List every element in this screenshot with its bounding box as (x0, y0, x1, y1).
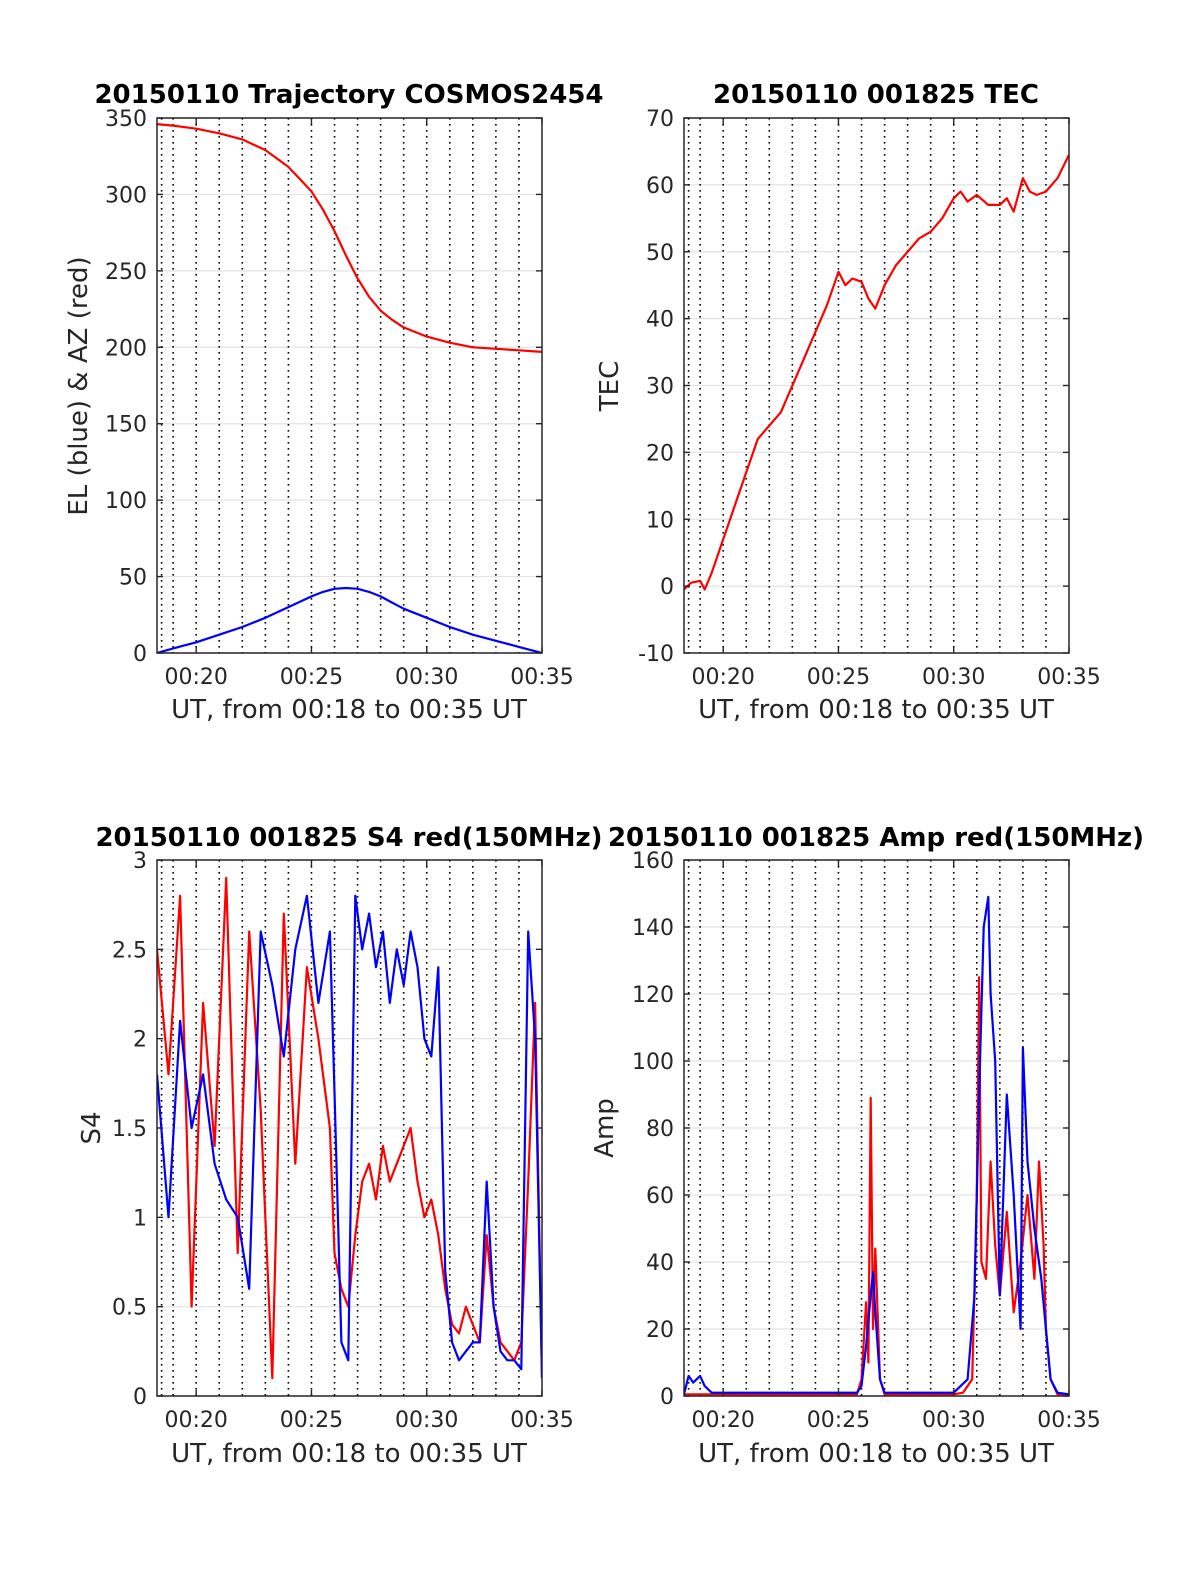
x-axis-label: UT, from 00:18 to 00:35 UT (171, 695, 527, 725)
y-tick-label: -10 (638, 642, 674, 667)
y-tick-label: 140 (632, 916, 674, 941)
x-tick-label: 00:20 (691, 1408, 754, 1433)
y-tick-label: 1 (133, 1206, 147, 1231)
series-line-tec (684, 154, 1069, 591)
x-tick-label: 00:20 (691, 665, 754, 690)
y-tick-label: 0 (133, 1385, 147, 1410)
y-tick-label: 0 (660, 575, 674, 600)
y-tick-label: 60 (646, 1184, 674, 1209)
x-tick-label: 00:30 (922, 1408, 985, 1433)
y-tick-label: 2.5 (112, 938, 147, 963)
y-tick-label: 80 (646, 1117, 674, 1142)
y-tick-label: 350 (105, 107, 147, 132)
y-tick-label: 0 (660, 1385, 674, 1410)
y-tick-label: 50 (119, 566, 147, 591)
x-tick-label: 00:35 (1037, 1408, 1100, 1433)
y-tick-label: 200 (105, 336, 147, 361)
y-tick-label: 300 (105, 183, 147, 208)
series-line-s4_red (157, 876, 542, 1380)
y-tick-label: 30 (646, 375, 674, 400)
x-tick-label: 00:30 (922, 665, 985, 690)
x-axis-label: UT, from 00:18 to 00:35 UT (171, 1439, 527, 1469)
x-tick-label: 00:35 (1037, 665, 1100, 690)
y-tick-label: 3 (133, 849, 147, 874)
x-tick-label: 00:20 (164, 665, 227, 690)
y-tick-label: 1.5 (112, 1117, 147, 1142)
y-tick-label: 160 (632, 849, 674, 874)
y-tick-label: 60 (646, 174, 674, 199)
y-tick-label: 120 (632, 983, 674, 1008)
y-tick-label: 250 (105, 260, 147, 285)
tec-chart: 20150110 001825 TEC UT, from 00:18 to 00… (595, 80, 1101, 725)
y-axis-label: EL (blue) & AZ (red) (64, 256, 94, 515)
y-tick-label: 100 (105, 489, 147, 514)
y-tick-label: 0.5 (112, 1296, 147, 1321)
y-tick-label: 50 (646, 241, 674, 266)
axes-box (156, 117, 543, 654)
y-tick-label: 100 (632, 1050, 674, 1075)
y-tick-label: 2 (133, 1028, 147, 1053)
trajectory-chart: 20150110 Trajectory COSMOS2454 UT, from … (64, 80, 604, 725)
y-tick-label: 40 (646, 308, 674, 333)
y-tick-label: 20 (646, 441, 674, 466)
series-line-amp_red (684, 976, 1069, 1396)
x-tick-label: 00:30 (395, 1408, 458, 1433)
chart-title: 20150110 001825 TEC (713, 80, 1039, 110)
plot-area (157, 118, 542, 653)
chart-title: 20150110 Trajectory COSMOS2454 (94, 80, 603, 110)
series-line-az (157, 123, 542, 353)
y-tick-label: 150 (105, 413, 147, 438)
y-axis-label: TEC (595, 361, 625, 412)
x-tick-label: 00:20 (164, 1408, 227, 1433)
series-line-s4_blue (157, 894, 542, 1379)
x-tick-label: 00:35 (510, 665, 573, 690)
x-tick-label: 00:25 (280, 665, 343, 690)
x-tick-label: 00:25 (807, 1408, 870, 1433)
chart-title: 20150110 001825 Amp red(150MHz) (608, 823, 1144, 853)
y-axis-label: Amp (590, 1098, 620, 1158)
y-tick-label: 40 (646, 1251, 674, 1276)
y-axis-label: S4 (77, 1111, 107, 1144)
s4-chart: 20150110 001825 S4 red(150MHz) UT, from … (77, 823, 603, 1469)
y-tick-label: 10 (646, 508, 674, 533)
x-axis-label: UT, from 00:18 to 00:35 UT (698, 695, 1054, 725)
x-tick-label: 00:35 (510, 1408, 573, 1433)
x-tick-label: 00:25 (807, 665, 870, 690)
x-tick-label: 00:25 (280, 1408, 343, 1433)
y-tick-label: 70 (646, 107, 674, 132)
amp-chart: 20150110 001825 Amp red(150MHz) UT, from… (590, 823, 1144, 1469)
y-tick-label: 20 (646, 1318, 674, 1343)
x-tick-label: 00:30 (395, 665, 458, 690)
series-line-amp_blue (684, 895, 1069, 1396)
x-axis-label: UT, from 00:18 to 00:35 UT (698, 1439, 1054, 1469)
series-line-el (157, 586, 542, 653)
y-tick-label: 0 (133, 642, 147, 667)
chart-title: 20150110 001825 S4 red(150MHz) (95, 823, 602, 853)
